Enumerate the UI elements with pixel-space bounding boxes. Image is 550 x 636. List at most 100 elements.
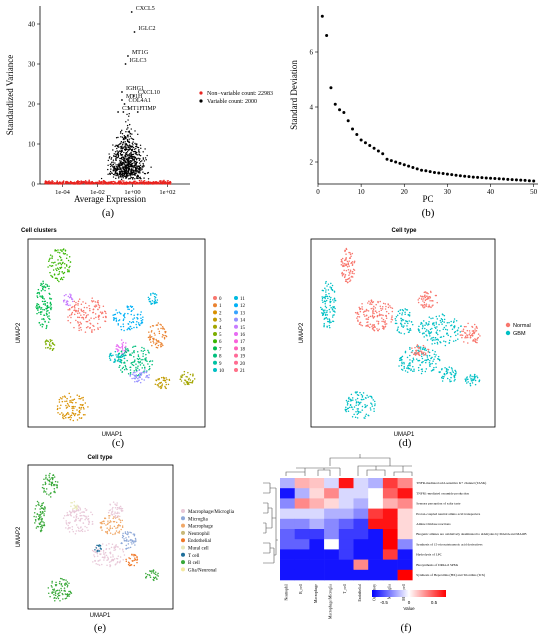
panel-d-point <box>437 355 440 358</box>
panel-e-point <box>84 530 86 532</box>
panel-e-point <box>83 511 85 513</box>
panel-a-x-tick-label: 1e+00 <box>124 189 140 196</box>
panel-e-point <box>95 547 98 549</box>
panel-d-point <box>381 308 384 310</box>
panel-d-point <box>467 342 469 344</box>
panel-d-legend-swatch-normal <box>505 322 511 328</box>
panel-d-point <box>369 323 372 326</box>
panel-b-points <box>320 14 536 183</box>
panel-b-point <box>342 111 346 114</box>
panel-d-point <box>466 334 468 336</box>
panel-d-point <box>406 328 409 330</box>
panel-c-point <box>49 257 51 260</box>
panel-c-point <box>151 360 154 362</box>
panel-e-point <box>62 579 64 581</box>
panel-f-heatmap-cell <box>280 488 295 499</box>
panel-e-point <box>110 520 112 523</box>
panel-e-point <box>79 514 82 517</box>
panel-d-point <box>324 297 326 300</box>
panel-c-point <box>154 383 157 385</box>
panel-a-point-variable <box>124 143 126 145</box>
panel-e: Cell type UMAP1 UMAP2 Macrophage/Microgl… <box>16 455 235 634</box>
panel-c-point <box>155 346 158 349</box>
panel-c-point <box>136 358 139 360</box>
panel-d-point <box>403 361 405 364</box>
panel-c-point <box>145 370 147 373</box>
panel-c-point <box>125 347 127 349</box>
panel-f-row-label: Synthesis of Hepoxilins (HX) and Trioxil… <box>416 573 485 577</box>
panel-c-point <box>76 316 79 318</box>
panel-c-point <box>66 402 69 405</box>
panel-b-point <box>424 169 428 173</box>
panel-e-point <box>121 510 123 512</box>
panel-a-point-variable <box>118 150 121 152</box>
panel-c-point <box>71 300 74 303</box>
panel-c-point <box>50 303 52 306</box>
panel-e-point <box>55 581 57 584</box>
panel-c-point <box>66 406 69 408</box>
panel-c-point <box>42 282 45 284</box>
panel-d-point <box>431 362 433 365</box>
panel-c-point <box>78 397 80 400</box>
panel-f-heatmap-cell <box>280 529 295 540</box>
panel-b-point <box>420 168 424 172</box>
panel-e-point <box>113 525 116 528</box>
panel-d-point <box>416 344 419 346</box>
panel-a-point-variable <box>120 178 123 181</box>
panel-e-point <box>34 518 37 521</box>
panel-e-point <box>108 543 110 545</box>
panel-e-point <box>91 523 94 525</box>
panel-d-point <box>428 351 431 354</box>
panel-d-point <box>347 400 350 402</box>
panel-e-point <box>77 529 80 532</box>
panel-a-point-variable <box>126 124 129 127</box>
panel-d-point <box>400 324 403 326</box>
panel-c-point <box>40 313 42 316</box>
panel-d-point <box>418 359 421 362</box>
panel-e-point <box>60 587 62 590</box>
panel-f-heatmap-cell <box>309 539 325 550</box>
panel-d-point <box>425 359 427 361</box>
panel-e-point <box>53 591 55 593</box>
panel-e-point <box>124 531 127 533</box>
panel-a-point-nonvariable <box>134 180 136 183</box>
panel-a-point-nonvariable <box>98 180 101 183</box>
panel-a-annotation-label: TIMP <box>142 106 157 112</box>
panel-c-point <box>59 413 61 415</box>
panel-d-point <box>423 351 425 354</box>
panel-c-point <box>165 387 167 390</box>
panel-a-point-nonvariable <box>150 181 152 184</box>
panel-a-point-variable <box>120 131 122 133</box>
panel-d-point <box>443 318 446 321</box>
panel-d-point <box>348 277 351 279</box>
panel-e-point <box>41 512 43 515</box>
panel-c-point <box>59 397 62 399</box>
panel-e-legend-swatch <box>181 545 185 550</box>
panel-a-annotation-label: MT1H <box>126 94 143 100</box>
panel-a-point-variable <box>125 152 127 155</box>
panel-d-point <box>326 311 328 314</box>
panel-d-point <box>409 363 411 365</box>
panel-d-point <box>324 282 327 284</box>
panel-c-point <box>149 326 152 328</box>
panel-a-point-variable <box>130 157 133 159</box>
panel-d-point <box>428 316 431 318</box>
panel-a-point-nonvariable <box>84 180 87 182</box>
panel-c-point <box>122 325 125 328</box>
panel-c-point <box>123 368 126 371</box>
panel-d-point <box>346 266 349 268</box>
panel-c-point <box>69 401 71 403</box>
panel-e-point <box>68 527 70 529</box>
panel-c-legend-swatch <box>213 360 217 365</box>
panel-c-point <box>112 354 114 357</box>
panel-d-point <box>471 335 474 337</box>
panel-e-point <box>112 501 115 503</box>
panel-d-point <box>330 286 333 289</box>
panel-d-point <box>373 325 376 328</box>
panel-d-point <box>356 312 358 315</box>
panel-a-point-variable <box>112 176 115 178</box>
panel-a-point-variable <box>121 129 123 132</box>
panel-d-point <box>359 308 361 311</box>
panel-d-point <box>406 367 408 369</box>
panel-d-point <box>327 283 330 285</box>
